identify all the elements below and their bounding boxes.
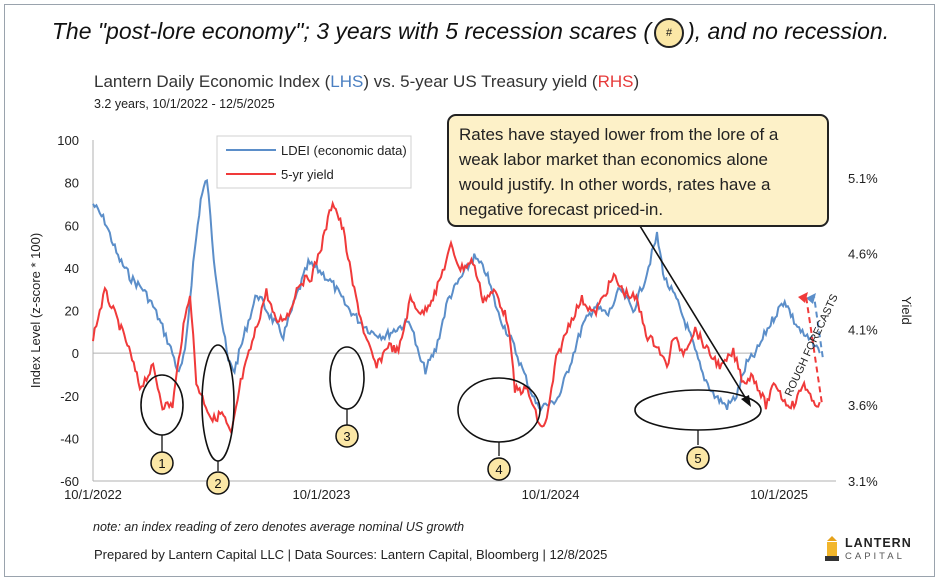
headline-text-end: ), and no recession. [687,18,890,45]
title-part-3: ) [633,72,640,91]
scare-badge-number: 5 [694,451,701,466]
recession-scare-ellipse [457,377,541,443]
recession-scare-ellipse [329,346,365,410]
y-left-tick-label: 40 [65,261,79,276]
headline-text-start: The "post-lore economy"; 3 years with 5 … [51,18,652,45]
scare-badge [686,446,710,470]
x-tick-label: 10/1/2023 [293,487,351,502]
scare-badge [335,424,359,448]
headline-number-badge: # [654,18,685,48]
y-left-tick-label: -60 [60,474,79,489]
title-lhs: LHS [330,72,364,91]
y-left-tick-label: 20 [65,304,79,319]
figure-frame [4,4,935,577]
y-right-tick-label: 4.1% [848,322,878,337]
y-left-tick-label: -40 [60,431,79,446]
x-tick-label: 10/1/2025 [750,487,808,502]
yield-forecast-arrowhead [798,292,808,303]
y-right-tick-label: 3.6% [848,398,878,413]
y-right-tick-label: 3.1% [848,474,878,489]
recession-scare-ellipse [634,389,762,431]
logo-word-2: CAPITAL [845,551,905,562]
legend-box [216,135,412,189]
callout-pointer-head [741,395,751,407]
x-tick-label: 10/1/2024 [522,487,580,502]
y-left-tick-label: 80 [65,176,79,191]
callout-pointer [639,225,749,403]
chart-headline: The "post-lore economy"; 3 years with 5 … [0,18,941,48]
lantern-icon [825,536,839,561]
chart-title: Lantern Daily Economic Index (LHS) vs. 5… [94,72,639,92]
lantern-logo: LANTERN CAPITAL [823,534,923,566]
scare-badge-number: 2 [214,476,221,491]
date-range: 3.2 years, 10/1/2022 - 12/5/2025 [94,97,275,111]
y-right-tick-label: 4.6% [848,247,878,262]
y-left-tick-label: 60 [65,218,79,233]
y-right-tick-label: 5.1% [848,171,878,186]
ldei-forecast-arrowhead [806,293,816,304]
source-line: Prepared by Lantern Capital LLC | Data S… [94,547,608,562]
yield-forecast-arrow [805,295,823,403]
legend-yield-label: 5-yr yield [281,167,334,182]
title-part-2: ) vs. 5-year US Treasury yield ( [363,72,598,91]
x-tick-label: 10/1/2022 [64,487,122,502]
y-left-tick-label: 100 [57,133,79,148]
scare-badge [206,471,230,495]
footnote: note: an index reading of zero denotes a… [93,520,465,534]
y-left-tick-label: 0 [72,346,79,361]
yield-line [92,199,821,436]
ldei-forecast-arrow [813,295,824,358]
y-right-axis-title: Yield [899,296,914,324]
callout-box: Rates have stayed lower from the lore of… [447,114,829,227]
title-rhs: RHS [597,72,634,91]
recession-scare-ellipse [201,344,235,462]
title-part-1: Lantern Daily Economic Index ( [94,72,331,91]
scare-badge [150,451,174,475]
forecast-label: ROUGH FORECASTS [783,292,841,398]
scare-badge-number: 4 [495,462,502,477]
scare-badge-number: 3 [343,429,350,444]
y-left-tick-label: -20 [60,389,79,404]
scare-badge [487,457,511,481]
legend-ldei-label: LDEI (economic data) [281,143,407,158]
logo-word-1: LANTERN [845,536,912,550]
scare-badge-number: 1 [158,456,165,471]
ldei-line [92,178,821,412]
y-left-axis-title: Index Level (z-score * 100) [28,233,43,388]
